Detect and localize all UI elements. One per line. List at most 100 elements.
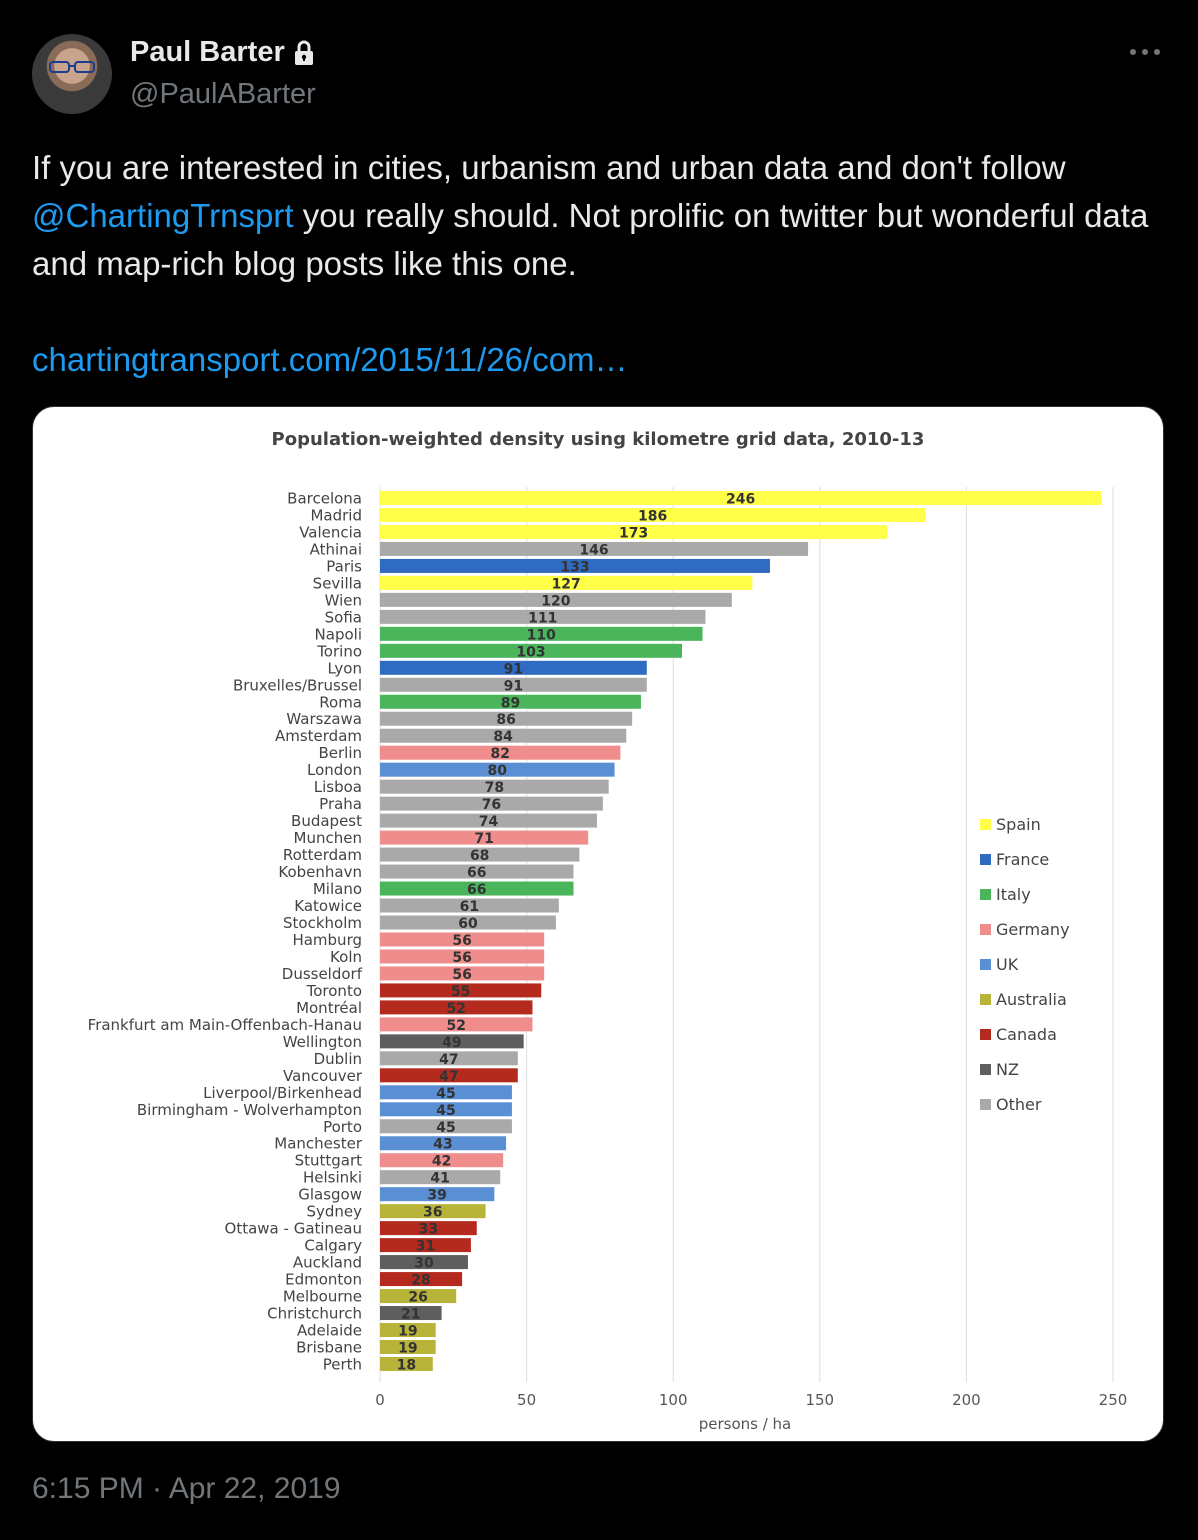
- x-axis-label: persons / ha: [699, 1415, 792, 1433]
- bar: [380, 524, 888, 539]
- x-axis-ticks: 0 50 100 150 200 250: [375, 1391, 1127, 1409]
- legend-label: NZ: [996, 1060, 1019, 1079]
- bar: [380, 1085, 512, 1100]
- bar: [380, 728, 627, 743]
- bar: [380, 1136, 507, 1151]
- category-label: Roma: [319, 693, 362, 711]
- legend-swatch: [980, 854, 991, 865]
- legend-label: Australia: [996, 990, 1067, 1009]
- bar: [380, 898, 559, 913]
- category-label: Athinai: [310, 540, 362, 558]
- bar-value-label: 84: [493, 729, 513, 745]
- bar-value-label: 21: [401, 1307, 420, 1323]
- x-tick-label: 250: [1099, 1391, 1128, 1409]
- bar-value-label: 45: [436, 1086, 455, 1102]
- bar: [380, 1153, 504, 1168]
- bar: [380, 558, 770, 573]
- bar-value-label: 86: [496, 712, 515, 728]
- bar-value-label: 45: [436, 1120, 455, 1136]
- category-label: Madrid: [310, 506, 362, 524]
- category-label: Lisboa: [314, 778, 362, 796]
- category-label: Katowice: [294, 897, 362, 915]
- category-label: Barcelona: [287, 490, 362, 508]
- tweet-media-image[interactable]: Population-weighted density using kilome…: [32, 406, 1164, 1442]
- bar: [380, 643, 682, 658]
- category-label: Montréal: [296, 999, 362, 1017]
- bar: [380, 1340, 436, 1354]
- density-bar-chart: Population-weighted density using kilome…: [88, 429, 1128, 1433]
- bar-value-label: 91: [504, 678, 523, 694]
- display-name[interactable]: Paul Barter: [130, 36, 285, 68]
- bar-value-label: 246: [726, 492, 755, 508]
- bar: [380, 1238, 471, 1253]
- bar: [380, 949, 545, 964]
- category-label: Berlin: [318, 744, 362, 762]
- bar-value-label: 18: [397, 1357, 416, 1373]
- category-label: Napoli: [315, 625, 362, 643]
- legend-label: Spain: [996, 815, 1041, 834]
- category-label: Stuttgart: [295, 1152, 363, 1170]
- bar: [380, 1204, 486, 1219]
- bar: [380, 1289, 457, 1304]
- bar-value-label: 41: [430, 1171, 449, 1187]
- category-label: Stockholm: [283, 914, 362, 932]
- bar: [380, 864, 574, 879]
- category-label: Valencia: [299, 523, 362, 541]
- bar-value-label: 60: [458, 916, 478, 932]
- bar: [380, 847, 580, 862]
- bar: [380, 983, 542, 998]
- category-label: Brisbane: [296, 1339, 362, 1357]
- category-label: Lyon: [327, 659, 362, 677]
- bar-value-label: 52: [446, 1001, 465, 1017]
- tweet-text-after: you really should. Not prolific on twitt…: [32, 197, 1158, 282]
- bar: [380, 966, 545, 981]
- bar-value-label: 56: [452, 933, 471, 949]
- bar-value-label: 133: [560, 559, 589, 575]
- bar-value-label: 28: [411, 1273, 430, 1289]
- category-labels: BarcelonaMadridValenciaAthinaiParisSevil…: [88, 490, 363, 1374]
- bar: [380, 491, 1102, 505]
- more-options-icon[interactable]: [1128, 42, 1162, 62]
- bar-value-label: 89: [501, 695, 520, 711]
- category-label: Edmonton: [285, 1271, 362, 1289]
- bar: [380, 660, 647, 675]
- category-label: Perth: [323, 1355, 362, 1373]
- bar: [380, 1119, 512, 1134]
- bar-value-label: 30: [414, 1256, 434, 1272]
- avatar[interactable]: [32, 34, 112, 114]
- bar: [380, 915, 556, 930]
- legend-label: Germany: [996, 920, 1070, 939]
- bar-value-label: 52: [446, 1018, 465, 1034]
- bar: [380, 1051, 518, 1066]
- bar-value-label: 78: [485, 780, 504, 796]
- tweet-text: If you are interested in cities, urbanis…: [32, 144, 1166, 288]
- category-label: Birmingham - Wolverhampton: [137, 1101, 362, 1119]
- category-label: Dusseldorf: [282, 965, 363, 983]
- bar-value-label: 66: [467, 865, 486, 881]
- legend-swatch: [980, 889, 991, 900]
- handle[interactable]: @PaulABarter: [130, 78, 316, 110]
- category-label: Frankfurt am Main-Offenbach-Hanau: [88, 1016, 362, 1034]
- bar: [380, 1255, 468, 1270]
- timestamp[interactable]: 6:15 PM · Apr 22, 2019: [32, 1472, 341, 1505]
- bar-value-label: 31: [416, 1239, 435, 1255]
- category-label: Rotterdam: [283, 846, 362, 864]
- bar: [380, 830, 589, 845]
- category-label: Vancouver: [283, 1067, 363, 1085]
- bar-value-label: 82: [490, 746, 509, 762]
- bar-value-label: 19: [398, 1341, 417, 1357]
- lock-icon: [294, 40, 313, 65]
- bar-value-label: 120: [541, 593, 570, 609]
- mention-link[interactable]: @ChartingTrnsprt: [32, 197, 294, 234]
- external-link[interactable]: chartingtransport.com/2015/11/26/com…: [32, 341, 628, 378]
- bar-value-label: 66: [467, 882, 486, 898]
- bar: [380, 609, 706, 624]
- category-label: Torino: [316, 642, 362, 660]
- category-label: Warszawa: [286, 710, 362, 728]
- x-tick-label: 150: [805, 1391, 834, 1409]
- tweet-text-before: If you are interested in cities, urbanis…: [32, 149, 1075, 186]
- legend: Spain France Italy Germany UK Australia Canada…: [980, 815, 1070, 1114]
- bar: [380, 1102, 512, 1117]
- bar: [380, 1323, 436, 1338]
- category-label: Budapest: [291, 812, 362, 830]
